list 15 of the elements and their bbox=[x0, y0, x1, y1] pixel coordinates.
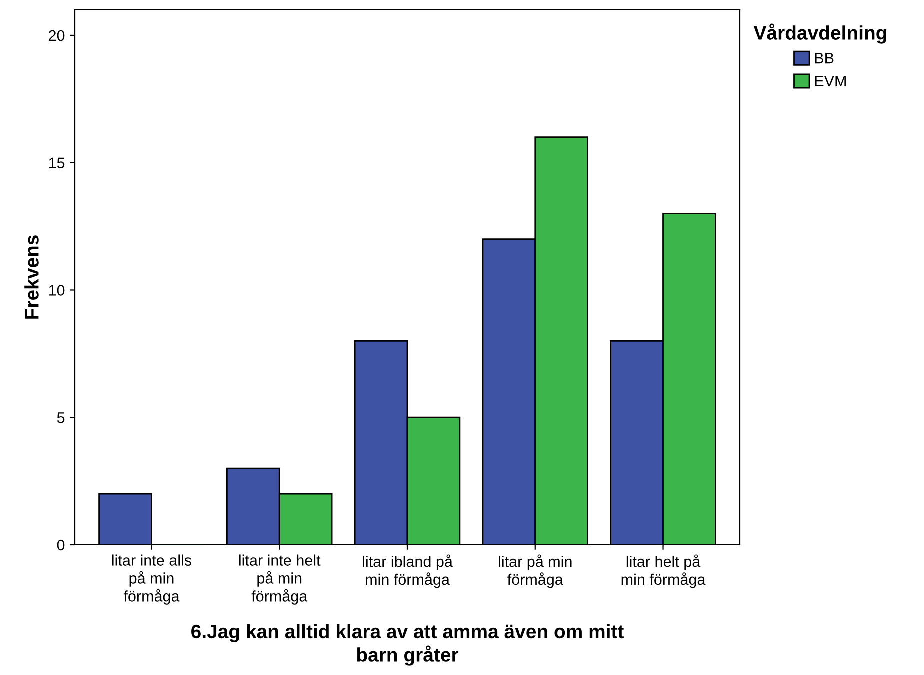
x-tick-label: litar ibland på min förmåga bbox=[363, 554, 453, 588]
x-axis-title: 6.Jag kan alltid klara av att amma även om mitt barn gråter bbox=[192, 624, 624, 666]
legend-label: BB bbox=[815, 53, 834, 64]
x-tick-label: litar på min förmåga bbox=[499, 554, 572, 588]
y-tick-label: 20 bbox=[49, 30, 65, 42]
y-axis-title: Frekvens bbox=[24, 236, 39, 319]
y-tick-label: 10 bbox=[49, 285, 65, 296]
y-tick-label: 0 bbox=[57, 540, 65, 551]
x-tick-label: litar helt på min förmåga bbox=[622, 554, 706, 588]
y-tick-label: 5 bbox=[57, 412, 65, 424]
y-tick-label: 15 bbox=[49, 158, 65, 169]
legend-title: Vårdavdelning bbox=[754, 24, 886, 44]
x-tick-label: litar inte helt på min förmåga bbox=[239, 554, 321, 605]
x-tick-label: litar inte alls på min förmåga bbox=[112, 554, 192, 605]
legend-label: EVM bbox=[815, 76, 846, 86]
